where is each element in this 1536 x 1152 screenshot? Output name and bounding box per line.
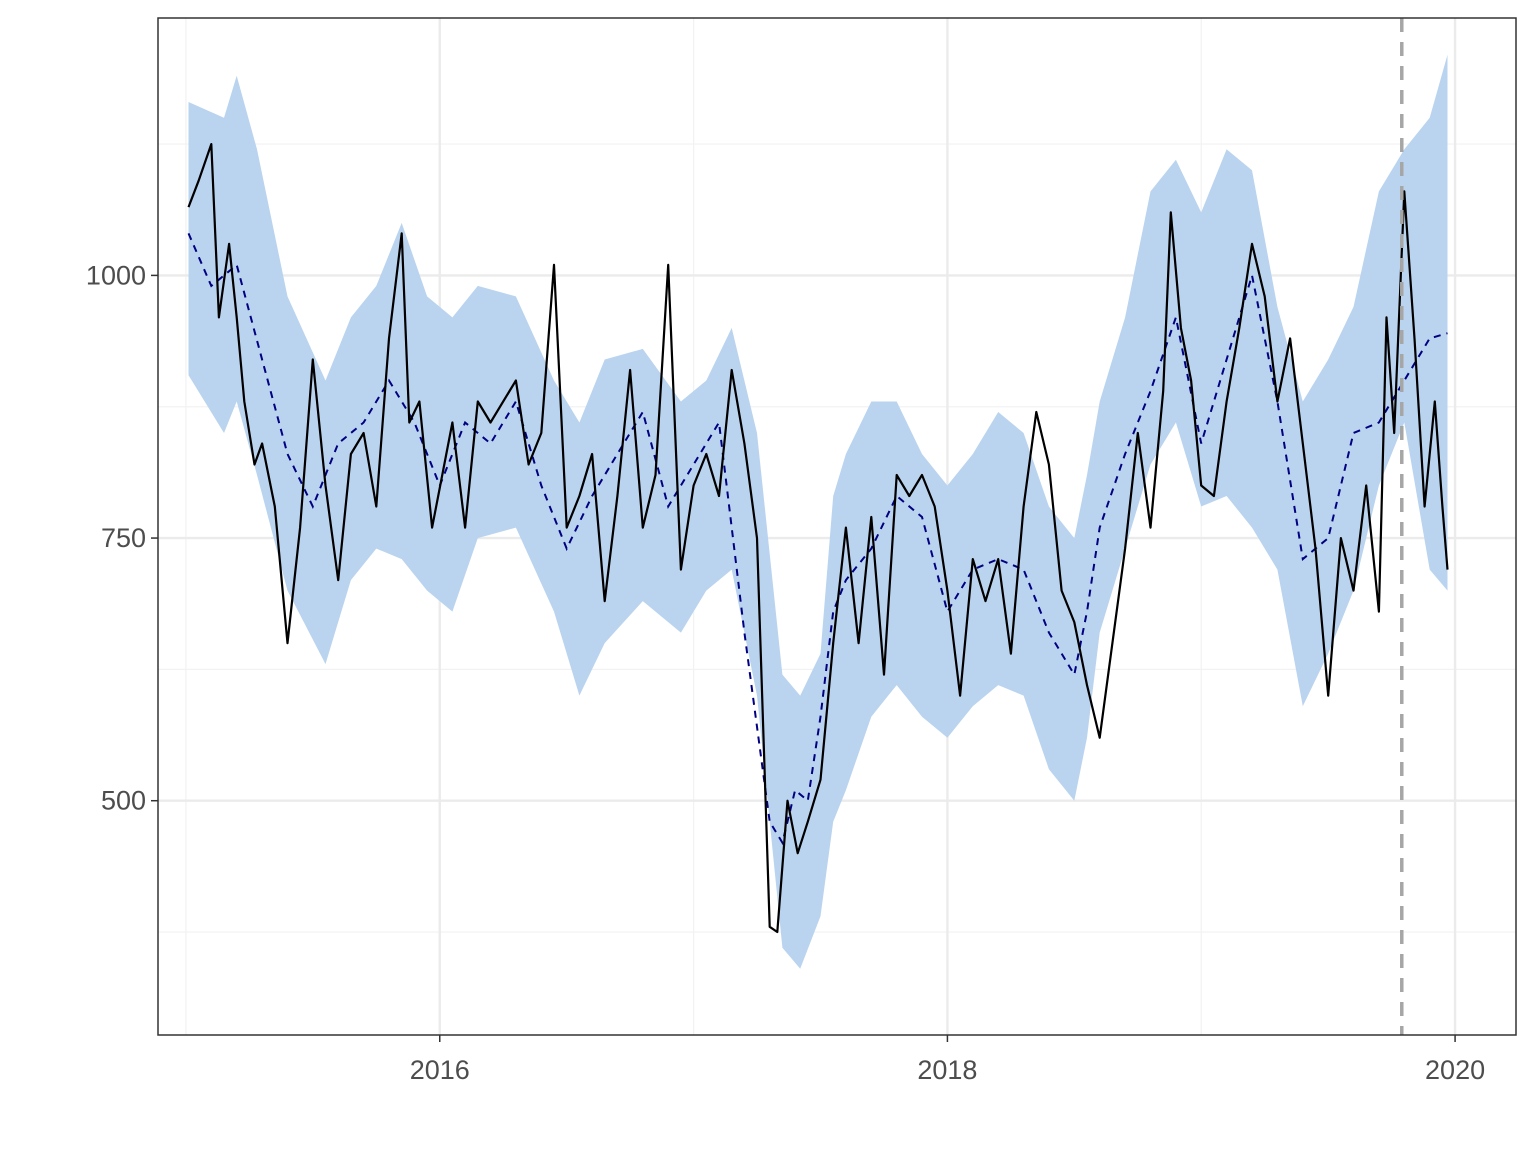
predicted-series-line xyxy=(187,233,1448,846)
y-tick-label: 500 xyxy=(101,786,146,816)
x-tick-label: 2020 xyxy=(1425,1055,1485,1085)
data-marks xyxy=(187,18,1449,1035)
observed-series-line xyxy=(187,143,1449,934)
axes: 2016 2018 2020 500 750 1000 xyxy=(86,260,1485,1085)
x-tick-label: 2018 xyxy=(917,1055,977,1085)
plot-border xyxy=(157,17,1517,1036)
x-tick-label: 2016 xyxy=(410,1055,470,1085)
y-tick-label: 1000 xyxy=(86,260,146,290)
y-tick-label: 750 xyxy=(101,523,146,553)
confidence-band xyxy=(188,54,1448,969)
